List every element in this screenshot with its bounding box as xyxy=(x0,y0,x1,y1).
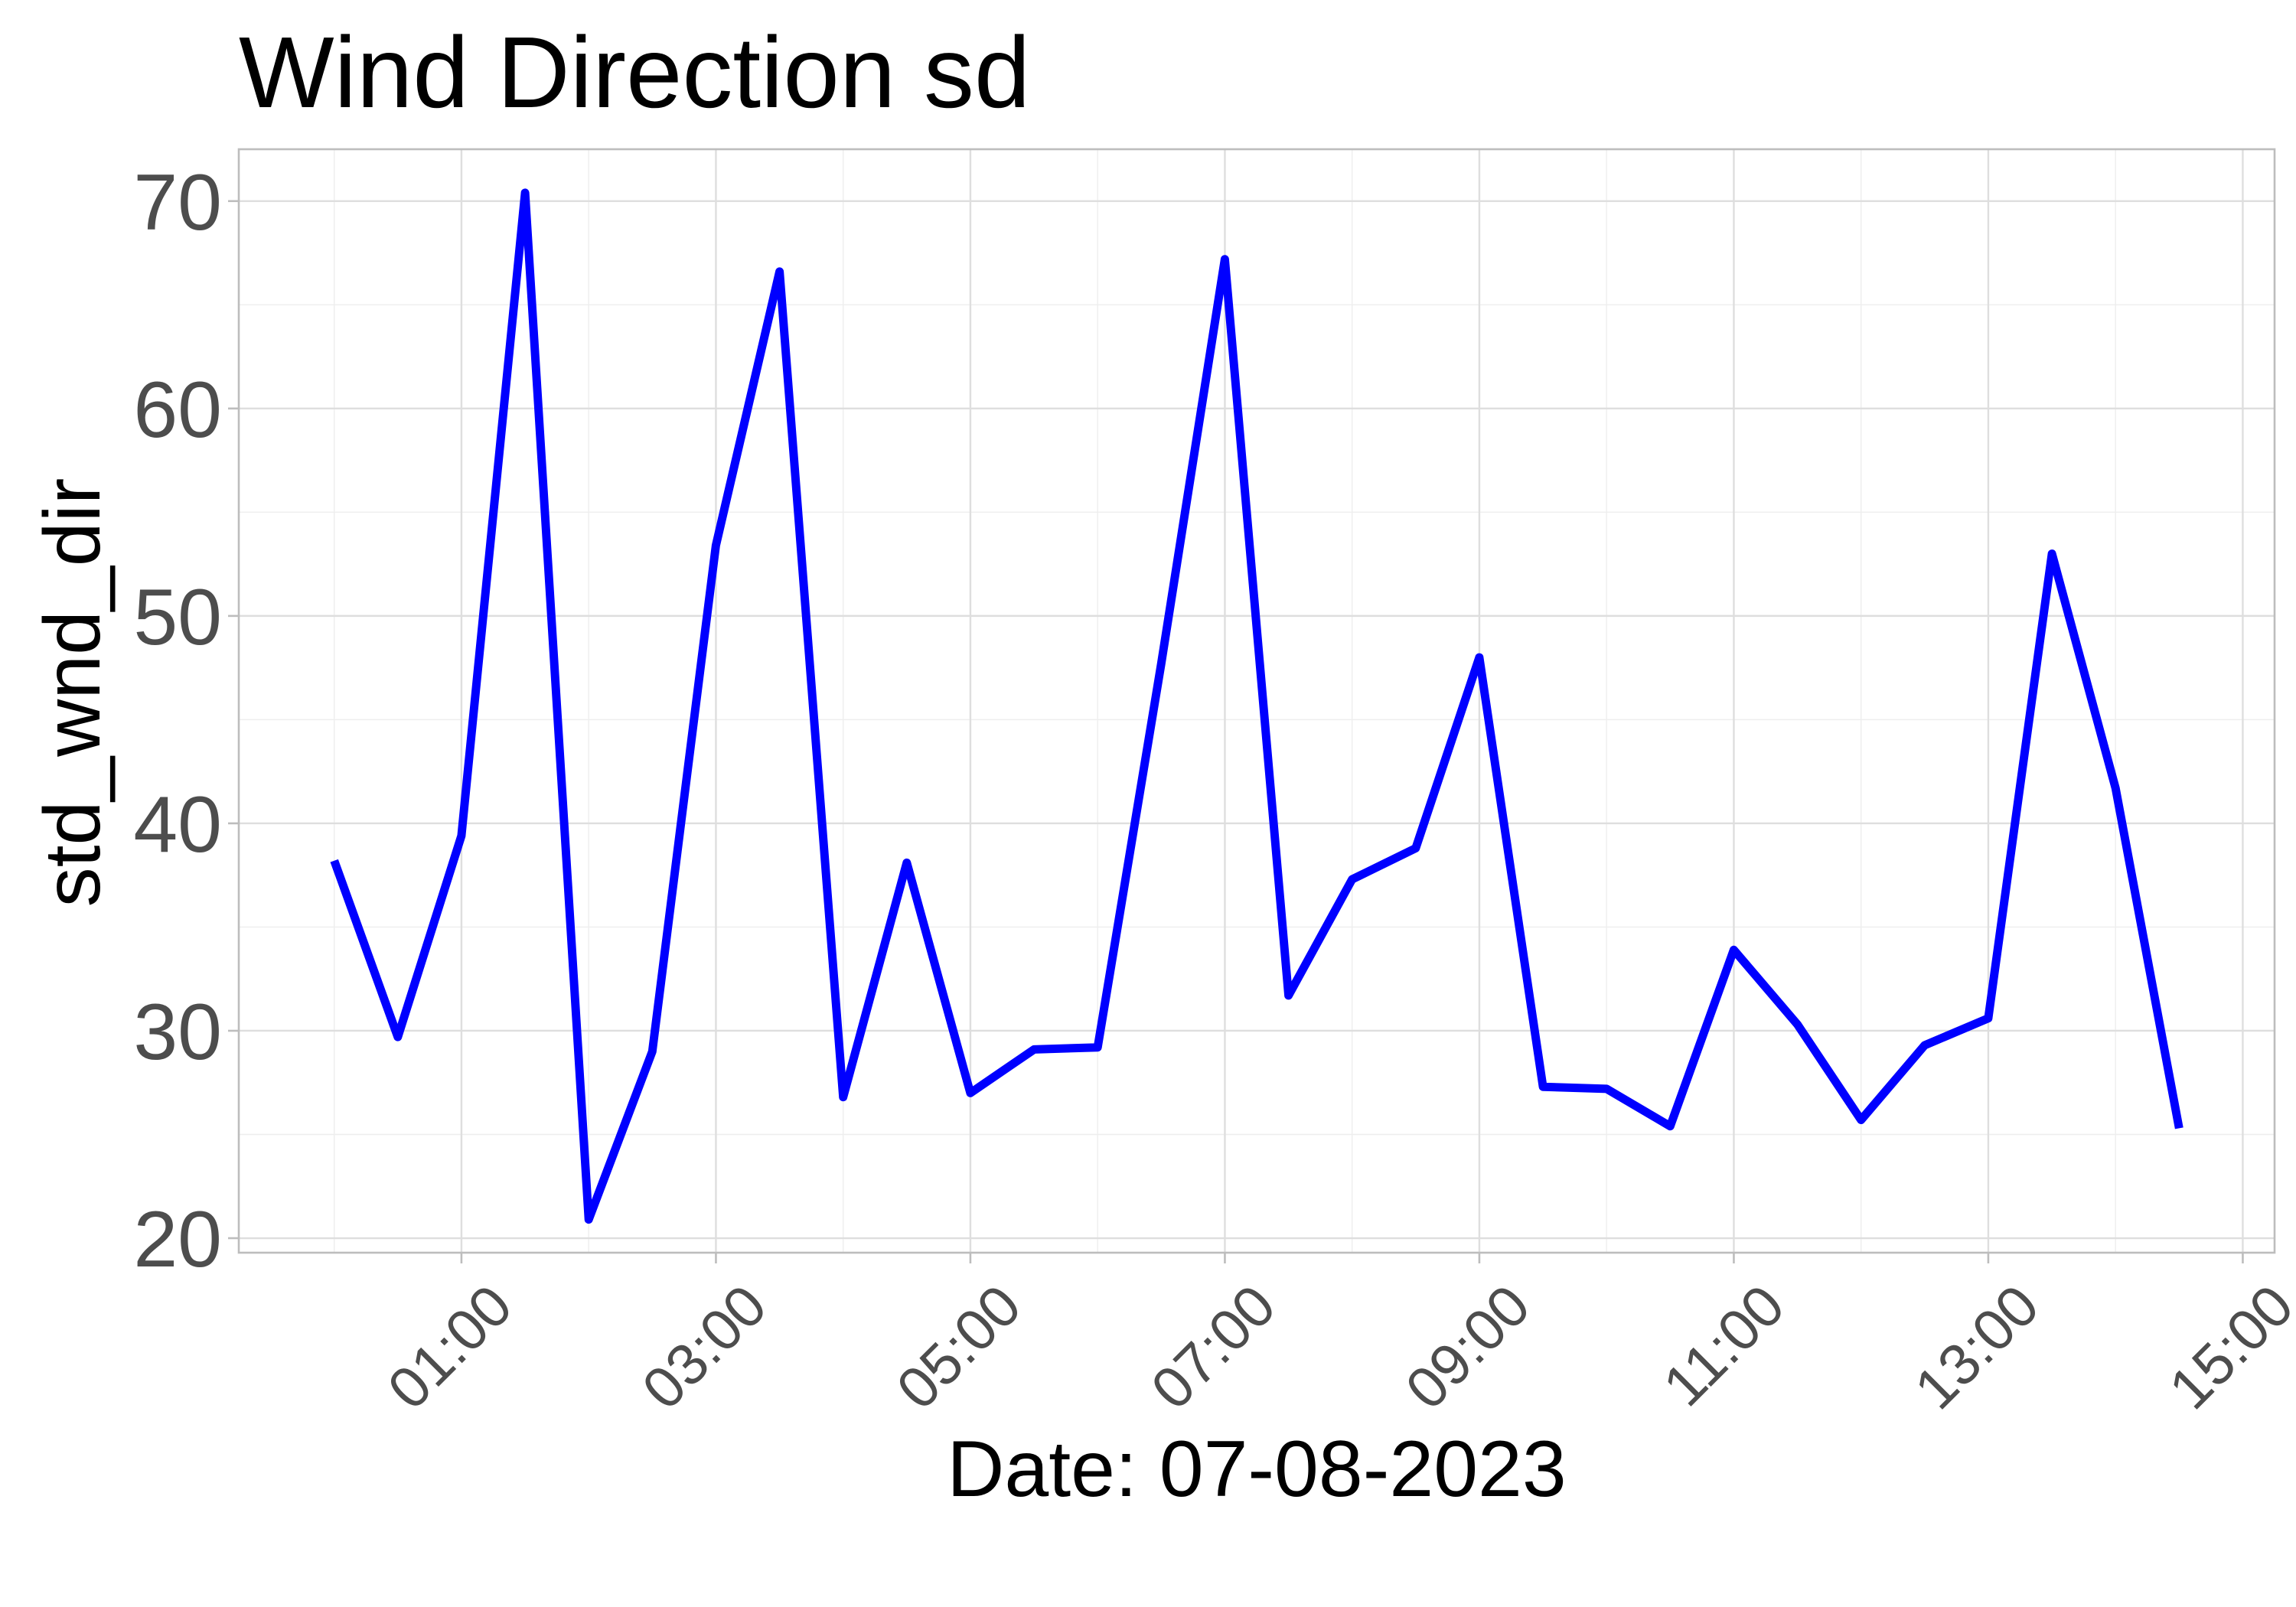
y-tick-label: 70 xyxy=(133,158,222,247)
chart-title: Wind Direction sd xyxy=(239,16,1030,129)
y-tick-label: 50 xyxy=(133,573,222,662)
plot-panel xyxy=(237,148,2276,1254)
x-axis-title: Date: 07-08-2023 xyxy=(947,1425,1566,1514)
y-tick-label: 40 xyxy=(133,781,222,869)
major-grid-x xyxy=(460,149,2244,1253)
y-tick-label: 60 xyxy=(133,366,222,455)
series-line xyxy=(330,188,2183,1224)
y-axis: 20 30 40 50 60 70 xyxy=(133,158,239,1284)
minor-grid-x xyxy=(333,149,2116,1253)
major-grid-y xyxy=(239,200,2275,1240)
y-axis-title: std_wnd_dir xyxy=(28,478,117,908)
y-tick-label: 20 xyxy=(133,1195,222,1284)
series-layer xyxy=(330,188,2183,1224)
minor-grid-y xyxy=(239,304,2275,1136)
y-tick-label: 30 xyxy=(133,988,222,1077)
